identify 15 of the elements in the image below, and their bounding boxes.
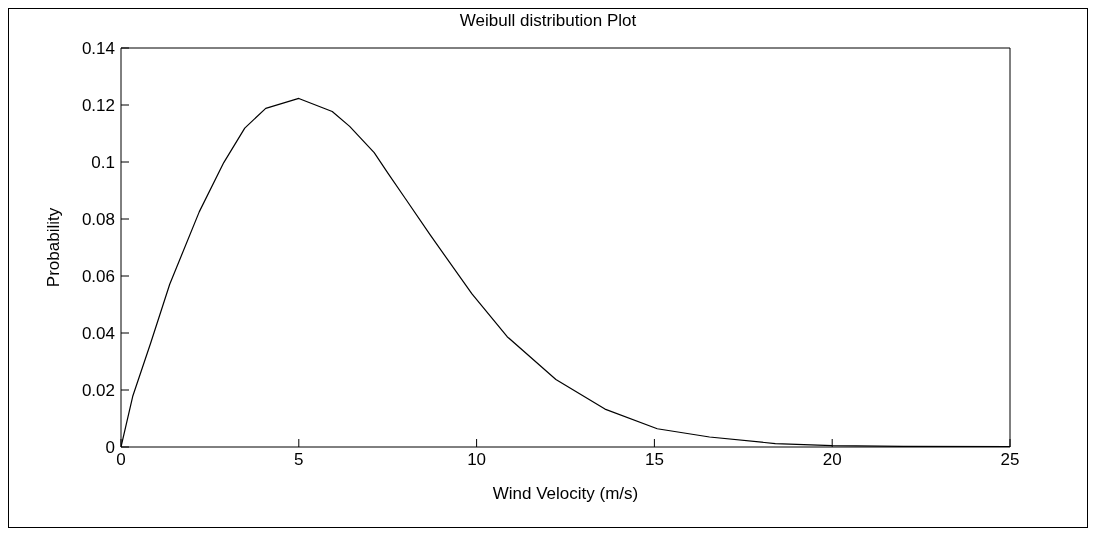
x-tick-label: 20 [822,450,842,470]
x-tick-label: 25 [1000,450,1020,470]
x-tick-label: 5 [294,450,304,470]
y-tick-label: 0.08 [81,210,115,230]
y-tick-label: 0.06 [81,267,115,287]
y-tick-label: 0.1 [91,153,115,173]
y-tick-label: 0.04 [81,324,115,344]
chart-title: Weibull distribution Plot [458,11,638,31]
y-tick-label: 0.14 [81,39,115,59]
x-tick-label: 15 [644,450,664,470]
x-axis-title: Wind Velocity (m/s) [492,484,639,503]
y-tick-label: 0.02 [81,381,115,401]
y-axis-title: Probability [44,207,64,288]
y-tick-label: 0.12 [81,96,115,116]
x-tick-label: 10 [467,450,487,470]
